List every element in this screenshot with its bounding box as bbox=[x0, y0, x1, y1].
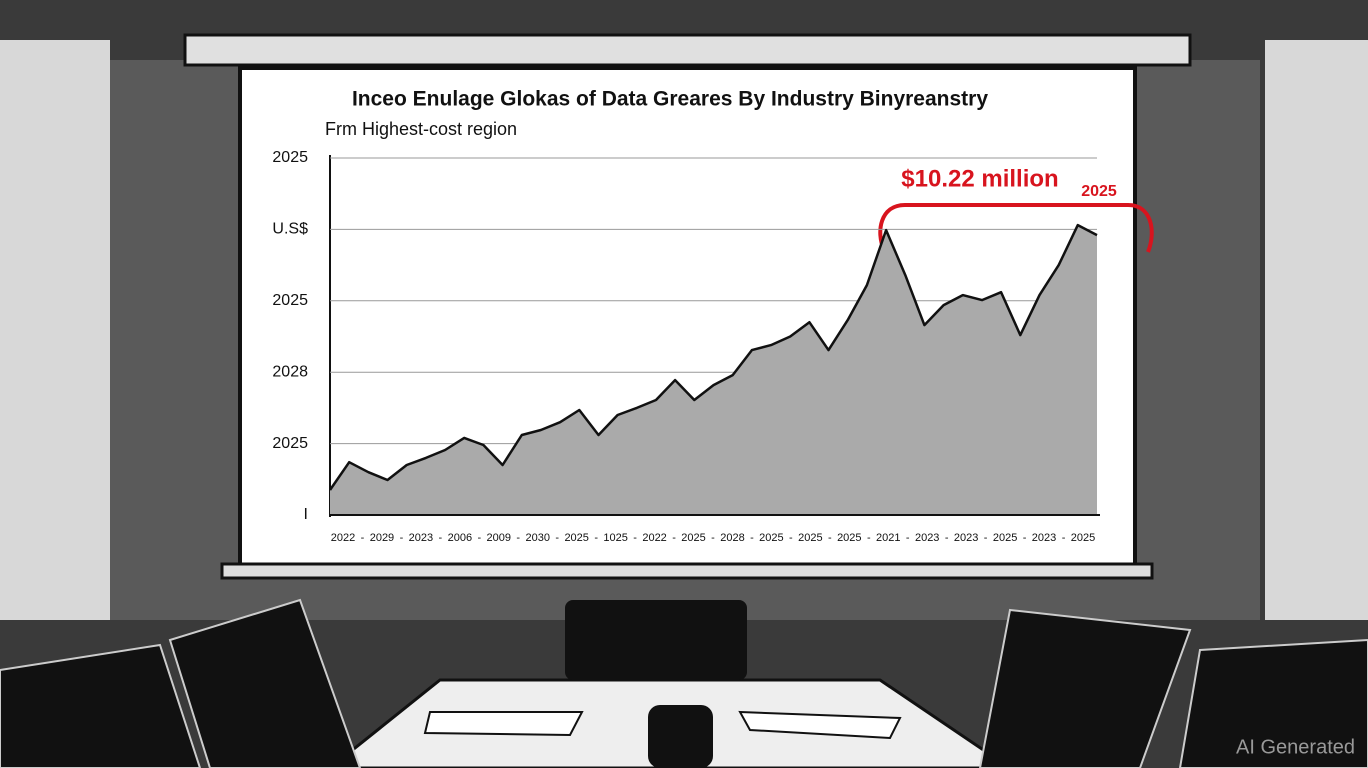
watermark: AI Generated bbox=[1236, 736, 1355, 758]
x-tick-label: 2025 bbox=[681, 532, 705, 544]
x-tick-label: 2023 bbox=[915, 532, 939, 544]
x-tick-label: 2022 bbox=[331, 532, 355, 544]
x-tick-label: 2025 bbox=[993, 532, 1017, 544]
screen-case bbox=[183, 33, 1192, 67]
window-left bbox=[0, 40, 110, 620]
x-tick-label: 1025 bbox=[603, 532, 627, 544]
pitcher bbox=[648, 705, 713, 768]
window-right bbox=[1265, 40, 1368, 620]
x-tick-label: 2025 bbox=[759, 532, 783, 544]
x-tick-separator: - bbox=[477, 532, 481, 544]
annotation: $10.22 million bbox=[901, 165, 1058, 192]
x-tick-label: 2023 bbox=[1032, 532, 1056, 544]
x-tick-separator: - bbox=[789, 532, 793, 544]
x-tick-separator: - bbox=[439, 532, 443, 544]
line bbox=[328, 223, 1098, 491]
x-tick-label: 2025 bbox=[1071, 532, 1095, 544]
x-tick-separator: - bbox=[672, 532, 676, 544]
y-tick-label: 2025 bbox=[272, 435, 308, 452]
paper bbox=[423, 711, 584, 737]
x-tick-label: 2023 bbox=[954, 532, 978, 544]
x-tick-separator: - bbox=[400, 532, 404, 544]
x-tick-label: 2022 bbox=[642, 532, 666, 544]
chair bbox=[978, 608, 1192, 768]
chart-subtitle: Frm Highest-cost region bbox=[325, 119, 517, 139]
area bbox=[330, 225, 1097, 515]
x-tick-separator: - bbox=[1062, 532, 1066, 544]
x-tick-label: 2006 bbox=[448, 532, 472, 544]
x-tick-separator: - bbox=[361, 532, 365, 544]
y-tick-label: 2025 bbox=[272, 292, 308, 309]
x-tick-separator: - bbox=[945, 532, 949, 544]
x-tick-label: 2025 bbox=[564, 532, 588, 544]
y-tick-label: I bbox=[304, 506, 308, 523]
x-tick-separator: - bbox=[594, 532, 598, 544]
x-tick-label: 2021 bbox=[876, 532, 900, 544]
y-tick-label: U.S$ bbox=[272, 221, 308, 238]
x-tick-separator: - bbox=[1023, 532, 1027, 544]
annotation-year: 2025 bbox=[1081, 183, 1117, 200]
annotation-bracket bbox=[878, 203, 1154, 253]
chair bbox=[1178, 638, 1368, 768]
x-tick-label: 2009 bbox=[487, 532, 511, 544]
y-tick-label: 2025 bbox=[272, 149, 308, 166]
x-tick-separator: - bbox=[984, 532, 988, 544]
y-tick-label: 2028 bbox=[272, 363, 308, 380]
x-tick-separator: - bbox=[711, 532, 715, 544]
chart-title: Inceo Enulage Glokas of Data Greares By … bbox=[352, 88, 988, 111]
x-tick-separator: - bbox=[828, 532, 832, 544]
paper bbox=[738, 710, 902, 740]
chair bbox=[168, 598, 362, 768]
chair bbox=[0, 643, 202, 768]
x-tick-separator: - bbox=[633, 532, 637, 544]
x-tick-separator: - bbox=[750, 532, 754, 544]
x-tick-label: 2029 bbox=[370, 532, 394, 544]
chair bbox=[565, 600, 747, 680]
x-tick-separator: - bbox=[867, 532, 871, 544]
screen-bar bbox=[220, 562, 1154, 580]
x-tick-label: 2025 bbox=[837, 532, 861, 544]
x-tick-separator: - bbox=[516, 532, 520, 544]
x-tick-label: 2023 bbox=[409, 532, 433, 544]
x-tick-separator: - bbox=[906, 532, 910, 544]
x-tick-label: 2030 bbox=[525, 532, 549, 544]
x-tick-separator: - bbox=[555, 532, 559, 544]
x-tick-label: 2028 bbox=[720, 532, 744, 544]
x-tick-label: 2025 bbox=[798, 532, 822, 544]
